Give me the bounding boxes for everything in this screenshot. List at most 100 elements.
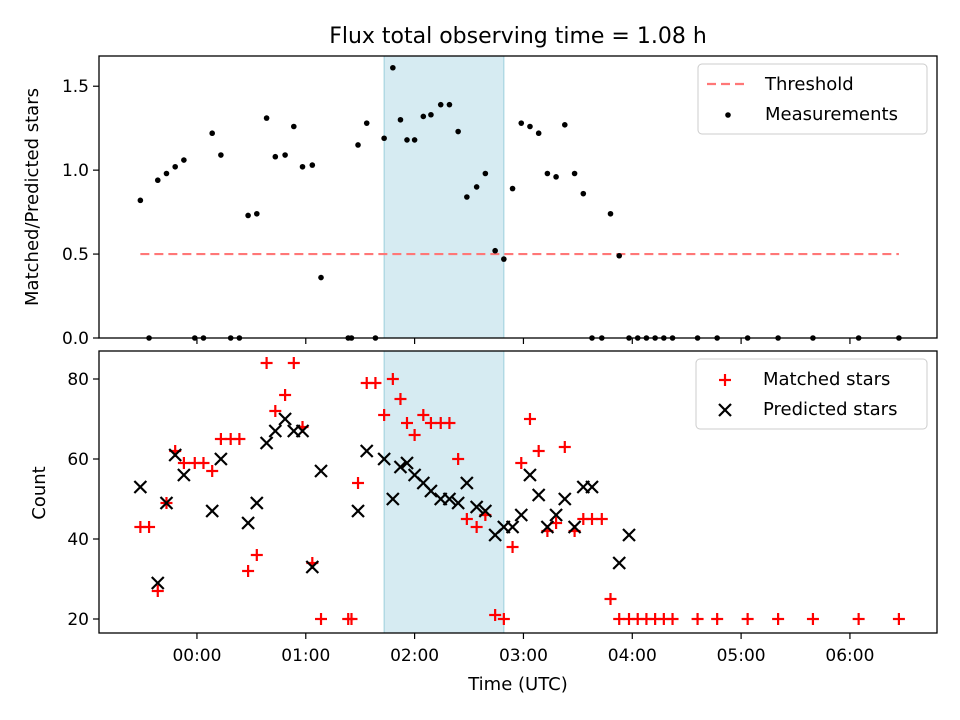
predicted-star-point xyxy=(612,556,626,570)
matched-star-point xyxy=(595,513,608,525)
measurement-point xyxy=(363,120,370,126)
predicted-star-point xyxy=(424,484,438,498)
top-y-axis-ticks: 0.0 0.5 1.0 1.5 xyxy=(62,77,99,349)
matched-star-point xyxy=(892,613,905,625)
chart-title: Flux total observing time = 1.08 h xyxy=(329,24,707,49)
predicted-star-point xyxy=(305,560,320,574)
x-tick-label: 01:00 xyxy=(281,646,330,666)
matched-star-point xyxy=(250,549,263,561)
top-panel-highlight-span xyxy=(383,55,505,339)
measurement-point xyxy=(464,194,470,200)
bottom-panel-highlight-span xyxy=(383,350,505,634)
matched-star-point xyxy=(489,609,502,621)
matched-star-point xyxy=(269,405,282,417)
matched-star-point xyxy=(233,433,246,445)
predicted-star-point xyxy=(150,576,165,590)
measurement-point xyxy=(501,256,507,262)
measurement-point xyxy=(553,174,559,180)
matched-star-point xyxy=(177,457,190,469)
predicted-star-point xyxy=(177,468,191,482)
y-tick-label: 80 xyxy=(67,370,89,390)
predicted-star-point xyxy=(205,504,219,518)
y-tick-label: 60 xyxy=(67,450,89,470)
bottom-x-axis-ticks: 00:00 01:00 02:00 03:00 04:00 05:00 06:00 xyxy=(172,633,874,666)
measurement-point xyxy=(527,123,533,130)
predicted-star-point xyxy=(585,480,599,494)
measurement-point xyxy=(209,130,215,137)
matched-star-point xyxy=(242,565,255,577)
predicted-star-point xyxy=(514,508,529,522)
measurement-point xyxy=(428,111,434,118)
top-panel: 0.0 0.5 1.0 1.5 Matched/Predicted stars Thr… xyxy=(22,55,938,349)
count-points xyxy=(133,357,905,625)
x-tick-label: 05:00 xyxy=(717,646,766,666)
matched-star-point xyxy=(394,393,407,405)
measurement-point xyxy=(172,163,178,170)
x-tick-label: 06:00 xyxy=(825,646,874,666)
measurement-point xyxy=(404,137,410,143)
legend-predicted-swatch xyxy=(718,403,732,417)
measurement-point xyxy=(154,177,161,184)
predicted-star-point xyxy=(478,504,493,518)
legend-measurements-label: Measurements xyxy=(765,104,898,125)
measurement-point xyxy=(544,170,551,177)
y-tick-label: 40 xyxy=(67,530,89,550)
y-tick-label: 20 xyxy=(67,610,89,630)
matched-star-point xyxy=(497,613,510,625)
x-tick-label: 03:00 xyxy=(499,646,548,666)
matched-star-point xyxy=(711,613,724,625)
legend-matched-label: Matched stars xyxy=(763,369,890,390)
measurement-point xyxy=(137,197,144,204)
predicted-star-point xyxy=(505,520,520,534)
predicted-star-point xyxy=(451,496,465,510)
measurement-point xyxy=(299,163,306,170)
predicted-star-point xyxy=(295,424,310,438)
measurement-point xyxy=(492,247,498,254)
measurement-point xyxy=(509,185,516,192)
measurement-point xyxy=(420,113,427,120)
x-axis-label: Time (UTC) xyxy=(467,674,568,695)
measurement-point xyxy=(437,101,444,108)
matched-star-point xyxy=(369,377,382,389)
matched-star-point xyxy=(515,457,528,469)
predicted-star-point xyxy=(540,520,555,534)
predicted-star-point xyxy=(549,508,563,522)
matched-star-point xyxy=(206,465,219,477)
matched-star-point xyxy=(691,613,704,625)
measurement-point xyxy=(218,152,224,158)
measurement-point xyxy=(518,120,525,126)
matched-star-point xyxy=(408,429,421,441)
matched-star-point xyxy=(452,453,465,465)
measurement-point xyxy=(181,157,187,163)
matched-star-point xyxy=(143,521,156,533)
predicted-star-point xyxy=(393,460,408,474)
predicted-star-point xyxy=(359,444,374,458)
matched-star-point xyxy=(417,409,430,421)
predicted-star-point xyxy=(351,504,365,518)
matched-star-point xyxy=(287,357,300,369)
predicted-star-point xyxy=(531,488,546,502)
matched-star-point xyxy=(523,413,536,425)
measurement-point xyxy=(397,116,404,123)
matched-star-point xyxy=(443,417,456,429)
bottom-y-axis-ticks: 20 40 60 80 xyxy=(67,370,99,630)
predicted-star-point xyxy=(377,452,391,466)
predicted-star-point xyxy=(314,464,328,478)
matched-star-point xyxy=(806,613,819,625)
matched-star-point xyxy=(558,441,571,453)
predicted-star-point xyxy=(469,500,484,514)
predicted-star-point xyxy=(622,528,636,542)
matched-star-point xyxy=(741,613,754,625)
top-x-axis-ticks xyxy=(196,338,851,344)
measurement-point xyxy=(309,162,316,168)
y-tick-label: 0.5 xyxy=(62,245,89,265)
matched-star-point xyxy=(352,477,365,489)
y-tick-label: 1.0 xyxy=(62,161,89,181)
matched-star-point xyxy=(151,585,164,597)
matched-star-point xyxy=(279,389,292,401)
measurement-point xyxy=(263,115,270,121)
measurement-point xyxy=(163,170,170,177)
matched-star-point xyxy=(852,613,865,625)
